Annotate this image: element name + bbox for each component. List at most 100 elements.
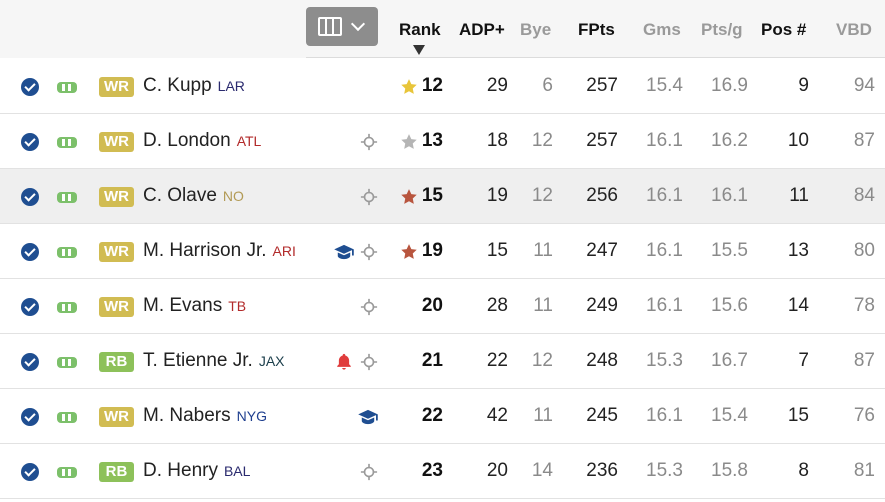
bye-value: 12 (531, 350, 553, 371)
player-name[interactable]: M. Evans TB (143, 295, 246, 317)
fpts-value: 247 (586, 240, 618, 261)
player-name[interactable]: C. Kupp LAR (143, 75, 245, 97)
column-header-gms[interactable]: Gms (643, 20, 681, 39)
bye-value: 12 (531, 185, 553, 206)
table-row[interactable]: RB D. Henry BAL 23 20 14 236 15.3 15.8 8 81 (0, 444, 885, 499)
column-header-pos[interactable]: Pos # (761, 20, 807, 39)
rookie-cap-icon (333, 244, 355, 260)
table-row[interactable]: WR M. Evans TB 20 28 11 249 16.1 15.6 14 78 (0, 279, 885, 334)
vbd-value: 76 (853, 405, 875, 426)
handshake-icon[interactable] (57, 137, 77, 148)
position-rank-value: 8 (798, 460, 809, 481)
fpts-value: 236 (586, 460, 618, 481)
points-per-game-value: 16.1 (711, 185, 748, 206)
table-header: Rank ADP+ Bye FPts Gms Pts/g Pos # VBD (0, 0, 885, 58)
adp-value: 28 (486, 295, 508, 316)
column-header-adp[interactable]: ADP+ (459, 20, 505, 39)
crosshair-icon[interactable] (360, 133, 378, 151)
points-per-game-value: 16.9 (711, 75, 748, 96)
vbd-value: 87 (853, 350, 875, 371)
player-name[interactable]: T. Etienne Jr. JAX (143, 350, 285, 372)
column-header-rank[interactable]: Rank (399, 20, 441, 39)
sort-descending-icon (413, 45, 425, 55)
column-header-fpts[interactable]: FPts (578, 20, 615, 39)
fpts-value: 257 (586, 75, 618, 96)
crosshair-icon[interactable] (360, 463, 378, 481)
position-rank-value: 11 (789, 185, 809, 206)
check-circle-icon[interactable] (21, 463, 39, 481)
columns-button[interactable] (306, 7, 378, 46)
bye-value: 14 (531, 460, 553, 481)
rank-value: 20 (421, 295, 443, 316)
handshake-icon[interactable] (57, 302, 77, 313)
games-value: 15.3 (646, 460, 683, 481)
position-rank-value: 9 (798, 75, 809, 96)
check-circle-icon[interactable] (21, 133, 39, 151)
player-name[interactable]: M. Nabers NYG (143, 405, 267, 427)
adp-value: 15 (486, 240, 508, 261)
points-per-game-value: 15.6 (711, 295, 748, 316)
position-badge: WR (99, 187, 134, 207)
fpts-value: 245 (586, 405, 618, 426)
check-circle-icon[interactable] (21, 298, 39, 316)
check-circle-icon[interactable] (21, 353, 39, 371)
table-row[interactable]: WR M. Harrison Jr. ARI 19 15 11 247 16.1 15.5 13 8… (0, 224, 885, 279)
player-name-text: M. Nabers (143, 405, 231, 426)
crosshair-icon[interactable] (360, 298, 378, 316)
column-header-vbd[interactable]: VBD (836, 20, 872, 39)
player-name[interactable]: D. Henry BAL (143, 460, 250, 482)
bye-value: 11 (533, 240, 553, 261)
points-per-game-value: 16.7 (711, 350, 748, 371)
column-header-bye[interactable]: Bye (520, 20, 552, 39)
player-name-text: D. Henry (143, 460, 218, 481)
player-name[interactable]: C. Olave NO (143, 185, 244, 207)
handshake-icon[interactable] (57, 82, 77, 93)
team-abbr: JAX (258, 353, 285, 369)
position-badge: RB (99, 352, 134, 372)
games-value: 16.1 (646, 295, 683, 316)
table-row[interactable]: WR M. Nabers NYG 22 42 11 245 16.1 15.4 15 76 (0, 389, 885, 444)
check-circle-icon[interactable] (21, 78, 39, 96)
player-name-text: D. London (143, 130, 231, 151)
bell-alert-icon[interactable] (335, 352, 353, 371)
position-rank-value: 15 (787, 405, 809, 426)
vbd-value: 80 (853, 240, 875, 261)
vbd-value: 81 (853, 460, 875, 481)
check-circle-icon[interactable] (21, 408, 39, 426)
team-abbr: LAR (217, 78, 245, 94)
crosshair-icon[interactable] (360, 243, 378, 261)
table-row[interactable]: WR C. Olave NO 15 19 12 256 16.1 16.1 11 84 (0, 169, 885, 224)
check-circle-icon[interactable] (21, 188, 39, 206)
bye-value: 11 (533, 295, 553, 316)
column-header-pts-g[interactable]: Pts/g (701, 20, 743, 39)
handshake-icon[interactable] (57, 192, 77, 203)
check-circle-icon[interactable] (21, 243, 39, 261)
player-name-text: C. Kupp (143, 75, 212, 96)
player-name-text: T. Etienne Jr. (143, 350, 253, 371)
handshake-icon[interactable] (57, 412, 77, 423)
table-row[interactable]: WR C. Kupp LAR 12 29 6 257 15.4 16.9 9 94 (0, 59, 885, 114)
rookie-cap-icon (357, 409, 379, 425)
handshake-icon[interactable] (57, 467, 77, 478)
position-rank-value: 7 (798, 350, 809, 371)
fpts-value: 248 (586, 350, 618, 371)
adp-value: 19 (486, 185, 508, 206)
player-name-text: M. Evans (143, 295, 223, 316)
player-name[interactable]: M. Harrison Jr. ARI (143, 240, 296, 262)
crosshair-icon[interactable] (360, 188, 378, 206)
points-per-game-value: 16.2 (711, 130, 748, 151)
handshake-icon[interactable] (57, 247, 77, 258)
vbd-value: 78 (853, 295, 875, 316)
player-name[interactable]: D. London ATL (143, 130, 261, 152)
player-name-text: C. Olave (143, 185, 217, 206)
rank-value: 15 (421, 185, 443, 206)
adp-value: 18 (486, 130, 508, 151)
team-abbr: NO (222, 188, 244, 204)
rank-value: 13 (421, 130, 443, 151)
fpts-value: 256 (586, 185, 618, 206)
bye-value: 12 (531, 130, 553, 151)
crosshair-icon[interactable] (360, 353, 378, 371)
table-row[interactable]: RB T. Etienne Jr. JAX 21 22 12 248 15.3 16.7 7 87 (0, 334, 885, 389)
table-row[interactable]: WR D. London ATL 13 18 12 257 16.1 16.2 10 87 (0, 114, 885, 169)
handshake-icon[interactable] (57, 357, 77, 368)
